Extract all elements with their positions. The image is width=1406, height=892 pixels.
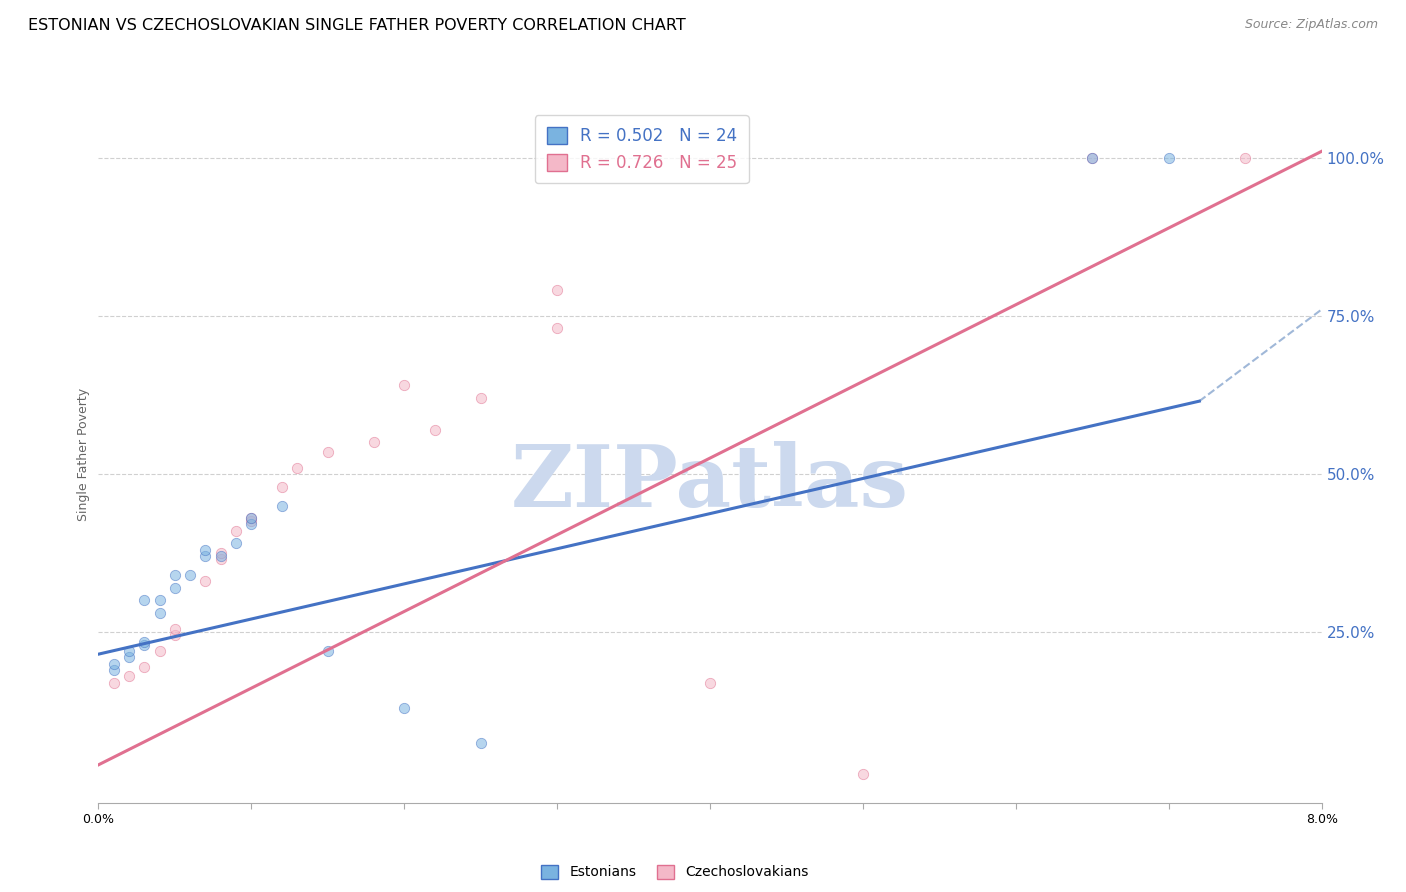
Point: [209, 546, 232, 560]
Point: [470, 391, 492, 405]
Point: [179, 568, 201, 582]
Text: ZIPatlas: ZIPatlas: [510, 441, 910, 524]
Point: [103, 663, 125, 677]
Point: [363, 435, 385, 450]
Point: [240, 517, 263, 532]
Point: [240, 514, 263, 528]
Point: [134, 593, 156, 607]
Point: [103, 657, 125, 671]
Point: [163, 622, 186, 636]
Point: [134, 660, 156, 674]
Point: [225, 536, 247, 550]
Point: [852, 767, 875, 781]
Point: [149, 593, 172, 607]
Point: [392, 378, 416, 392]
Y-axis label: Single Father Poverty: Single Father Poverty: [77, 388, 90, 522]
Point: [134, 638, 156, 652]
Point: [316, 444, 339, 458]
Point: [1081, 151, 1104, 165]
Point: [470, 736, 492, 750]
Point: [194, 574, 217, 589]
Point: [699, 675, 721, 690]
Point: [118, 650, 141, 665]
Point: [240, 511, 263, 525]
Text: ESTONIAN VS CZECHOSLOVAKIAN SINGLE FATHER POVERTY CORRELATION CHART: ESTONIAN VS CZECHOSLOVAKIAN SINGLE FATHE…: [28, 18, 686, 33]
Point: [209, 549, 232, 563]
Text: Source: ZipAtlas.com: Source: ZipAtlas.com: [1244, 18, 1378, 31]
Legend: Estonians, Czechoslovakians: Estonians, Czechoslovakians: [536, 859, 814, 885]
Point: [118, 644, 141, 658]
Point: [392, 701, 416, 715]
Point: [225, 524, 247, 538]
Point: [1081, 151, 1104, 165]
Point: [1157, 151, 1180, 165]
Point: [163, 581, 186, 595]
Point: [163, 628, 186, 642]
Point: [134, 634, 156, 648]
Legend: R = 0.502   N = 24, R = 0.726   N = 25: R = 0.502 N = 24, R = 0.726 N = 25: [534, 115, 748, 184]
Point: [423, 423, 446, 437]
Point: [194, 542, 217, 557]
Point: [270, 499, 294, 513]
Point: [546, 284, 568, 298]
Point: [149, 644, 172, 658]
Point: [209, 552, 232, 566]
Point: [240, 511, 263, 525]
Point: [1234, 151, 1257, 165]
Point: [270, 479, 294, 493]
Point: [316, 644, 339, 658]
Point: [194, 549, 217, 563]
Point: [103, 675, 125, 690]
Point: [546, 321, 568, 335]
Point: [285, 460, 308, 475]
Point: [163, 568, 186, 582]
Point: [118, 669, 141, 683]
Point: [149, 606, 172, 620]
